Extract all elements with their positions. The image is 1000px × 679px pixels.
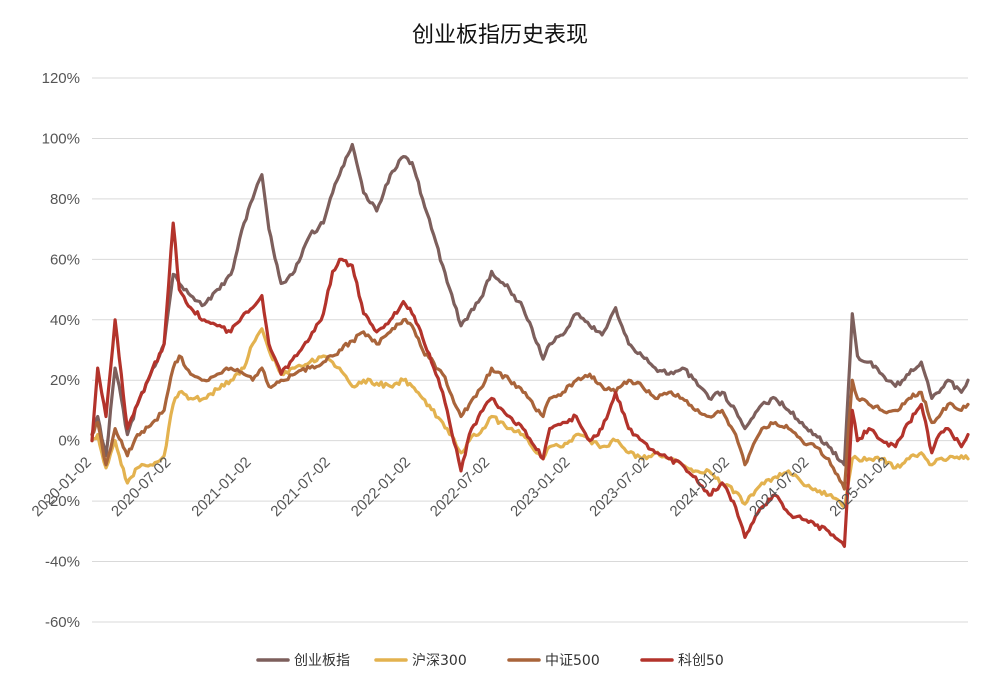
y-tick-label: 120% [42, 70, 80, 87]
legend-label: 创业板指 [294, 653, 350, 669]
legend-item[interactable]: 创业板指 [256, 653, 350, 669]
y-tick-label: 80% [50, 191, 80, 208]
x-tick-label: 2021-07-02 [267, 454, 333, 520]
grid-lines [92, 77, 968, 623]
x-tick-label: 2022-01-02 [348, 454, 414, 520]
y-tick-label: -60% [45, 614, 80, 631]
x-tick-label: 2025-01-02 [826, 454, 892, 520]
y-tick-label: 40% [50, 312, 80, 329]
legend[interactable]: 创业板指 沪深300 中证500 科创50 [256, 653, 724, 669]
legend-item[interactable]: 科创50 [640, 653, 724, 669]
x-tick-label: 2021-01-02 [188, 454, 254, 520]
y-tick-label: 100% [42, 130, 80, 147]
x-tick-label: 2024-07-02 [746, 454, 812, 520]
series-line-4 [90, 221, 970, 548]
y-tick-label: 60% [50, 251, 80, 268]
legend-label: 沪深300 [412, 653, 467, 669]
legend-label: 科创50 [678, 653, 724, 669]
plot-series [90, 142, 970, 548]
y-axis-tick-labels: -60% -40% -20% 0% 20% 40% 60% 80% 100% 120% [42, 70, 80, 631]
y-tick-label: -40% [45, 554, 80, 571]
x-tick-label: 2020-01-02 [29, 454, 95, 520]
series-line-1 [90, 142, 970, 467]
series-line-3 [90, 317, 970, 491]
x-tick-label: 2023-07-02 [586, 454, 652, 520]
series-line-2 [90, 327, 970, 509]
legend-item[interactable]: 沪深300 [374, 653, 467, 669]
y-tick-label: -20% [45, 493, 80, 510]
legend-item[interactable]: 中证500 [507, 653, 600, 669]
y-tick-label: 20% [50, 372, 80, 389]
x-tick-label: 2024-01-02 [667, 454, 733, 520]
chart-title: 创业板指历史表现 [412, 23, 588, 48]
legend-label: 中证500 [545, 653, 600, 669]
x-tick-label: 2023-01-02 [507, 454, 573, 520]
y-tick-label: 0% [58, 433, 80, 450]
